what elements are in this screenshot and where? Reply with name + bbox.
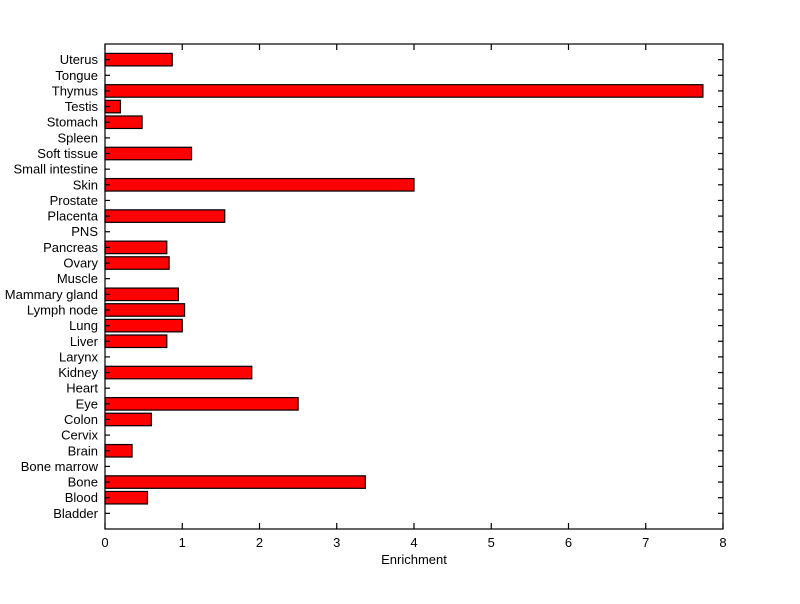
category-label: Larynx <box>59 349 99 364</box>
x-tick-label: 0 <box>101 535 108 550</box>
x-tick-label: 2 <box>256 535 263 550</box>
bar-lymph-node <box>104 303 186 317</box>
category-label: Blood <box>65 490 98 505</box>
category-label: Tongue <box>55 68 98 83</box>
category-label: Cervix <box>61 428 98 443</box>
x-tick-label: 5 <box>488 535 495 550</box>
bar-placenta <box>104 209 226 223</box>
bars-layer <box>104 52 704 505</box>
category-label: Lymph node <box>27 302 98 317</box>
bar-soft-tissue <box>104 146 193 161</box>
bar-stomach <box>104 115 143 130</box>
category-label: Stomach <box>47 115 98 130</box>
x-tick-label: 6 <box>565 535 572 550</box>
bar-skin <box>104 177 415 192</box>
x-axis-title: Enrichment <box>381 552 447 567</box>
category-label: Bone marrow <box>21 459 99 474</box>
bar-ovary <box>104 256 170 270</box>
bar-uterus <box>104 52 173 67</box>
category-label: Mammary gland <box>5 287 98 302</box>
category-label: Ovary <box>63 256 98 271</box>
category-label: Soft tissue <box>37 146 98 161</box>
x-tick-label: 1 <box>179 535 186 550</box>
bar-kidney <box>104 365 253 380</box>
category-label: Uterus <box>60 52 99 67</box>
x-tick-label: 3 <box>333 535 340 550</box>
bar-blood <box>104 490 149 505</box>
ticks-layer <box>104 44 724 529</box>
bar-mammary-gland <box>104 287 179 302</box>
x-tick-label: 8 <box>719 535 726 550</box>
bar-lung <box>104 318 183 333</box>
bar-colon <box>104 412 152 427</box>
x-tick-label: 7 <box>642 535 649 550</box>
category-label: Kidney <box>58 365 98 380</box>
bar-liver <box>104 334 168 349</box>
bar-eye <box>104 396 299 411</box>
category-label: Skin <box>73 177 98 192</box>
bar-bone <box>104 475 366 489</box>
plot-border <box>104 43 724 530</box>
category-label: Colon <box>64 412 98 427</box>
category-label: Pancreas <box>43 240 98 255</box>
category-label: Bladder <box>53 506 98 521</box>
bar-pancreas <box>104 240 168 255</box>
y-axis-category-labels: UterusTongueThymusTestisStomachSpleenSof… <box>5 52 99 521</box>
category-label: Muscle <box>57 271 98 286</box>
x-tick-label: 4 <box>410 535 417 550</box>
category-label: Eye <box>76 396 98 411</box>
category-label: Thymus <box>52 83 99 98</box>
bar-thymus <box>104 84 704 98</box>
category-label: Heart <box>66 381 98 396</box>
category-label: PNS <box>71 224 98 239</box>
category-label: Prostate <box>50 193 98 208</box>
category-label: Lung <box>69 318 98 333</box>
category-label: Bone <box>68 475 98 490</box>
category-label: Placenta <box>47 209 98 224</box>
category-label: Brain <box>68 443 98 458</box>
category-label: Testis <box>65 99 99 114</box>
x-axis-tick-labels: 0 1 2 3 4 5 6 7 8 <box>101 535 726 550</box>
category-label: Small intestine <box>13 162 98 177</box>
category-label: Spleen <box>58 130 98 145</box>
category-label: Liver <box>70 334 99 349</box>
